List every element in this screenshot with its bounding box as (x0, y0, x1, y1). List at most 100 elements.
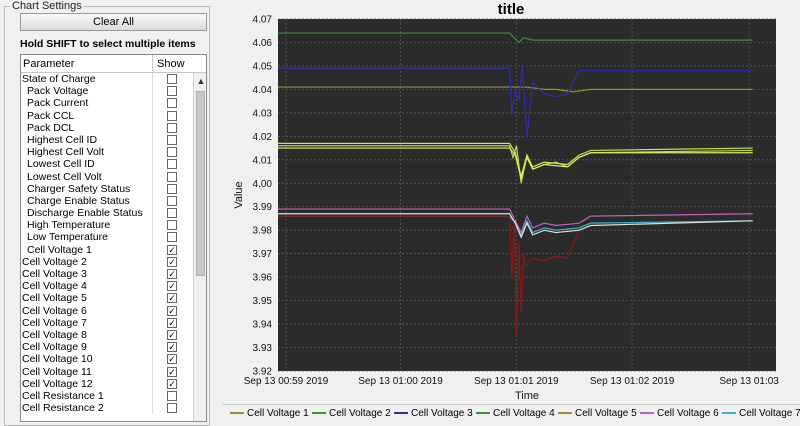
show-checkbox[interactable]: ✓ (167, 293, 177, 304)
show-checkbox[interactable] (167, 195, 177, 206)
show-checkbox[interactable] (167, 183, 177, 194)
parameter-row[interactable]: Lowest Cell ID (21, 158, 193, 171)
x-tick-label: Sep 13 01:03 (719, 376, 779, 387)
show-checkbox[interactable]: ✓ (167, 342, 177, 353)
parameter-label: Cell Voltage 4 (22, 280, 87, 293)
show-checkbox[interactable]: ✓ (167, 244, 177, 255)
parameter-row[interactable]: Cell Voltage 5 ✓ (21, 292, 193, 305)
show-checkbox[interactable] (167, 159, 177, 170)
parameter-label: Cell Voltage 5 (22, 292, 87, 305)
parameter-row[interactable]: Charge Enable Status (21, 194, 193, 208)
series-line (278, 32, 753, 44)
column-separator (152, 85, 153, 98)
show-checkbox[interactable]: ✓ (167, 269, 177, 279)
show-checkbox[interactable] (167, 98, 177, 109)
show-checkbox[interactable] (167, 232, 177, 243)
parameter-row[interactable]: Charger Safety Status (21, 182, 193, 195)
show-checkbox[interactable] (167, 403, 177, 414)
y-tick-label: 3.97 (253, 249, 273, 260)
parameter-label: Cell Voltage 6 (22, 304, 87, 317)
clear-all-button[interactable]: Clear All (20, 13, 207, 31)
show-checkbox[interactable] (167, 390, 177, 401)
parameter-row[interactable]: Cell Voltage 2 ✓ (21, 255, 193, 268)
parameter-label: Pack DCL (27, 121, 75, 134)
parameter-row[interactable]: Highest Cell Volt (21, 146, 193, 159)
show-checkbox[interactable] (167, 86, 177, 97)
show-checkbox[interactable] (167, 122, 177, 133)
column-separator (152, 194, 153, 208)
legend-swatch (640, 412, 654, 415)
parameter-row[interactable]: Cell Voltage 10 ✓ (21, 353, 193, 366)
parameter-row[interactable]: Low Temperature (21, 231, 193, 244)
show-checkbox[interactable] (167, 134, 177, 145)
show-checkbox[interactable]: ✓ (167, 305, 177, 316)
parameter-row[interactable]: Cell Resistance 2 (21, 402, 193, 415)
y-tick-label: 4.02 (253, 132, 273, 143)
show-checkbox[interactable] (167, 171, 177, 182)
legend-swatch (230, 412, 244, 415)
column-separator (152, 207, 153, 220)
x-axis-label: Time (515, 390, 539, 402)
series-line (278, 147, 753, 181)
column-separator (152, 255, 153, 268)
parameter-rows: State of Charge Pack Voltage Pack Current P… (21, 73, 193, 415)
parameter-label: Cell Voltage 10 (22, 353, 93, 366)
parameter-row[interactable]: Cell Voltage 6 ✓ (21, 304, 193, 317)
parameter-row[interactable]: Cell Voltage 3 ✓ (21, 268, 193, 281)
column-header-show[interactable]: Show (157, 58, 185, 70)
parameter-row[interactable]: Cell Voltage 1 ✓ (21, 243, 193, 256)
parameter-row[interactable]: Highest Cell ID (21, 133, 193, 147)
parameter-row[interactable]: Cell Voltage 8 ✓ (21, 328, 193, 342)
parameter-row[interactable]: Pack CCL (21, 109, 193, 122)
column-header-parameter[interactable]: Parameter (23, 58, 75, 70)
show-checkbox[interactable]: ✓ (167, 256, 177, 267)
scroll-up-arrow-icon[interactable]: ▲ (196, 76, 206, 86)
y-tick-label: 3.99 (253, 202, 273, 213)
show-checkbox[interactable] (167, 208, 177, 219)
parameter-row[interactable]: Cell Voltage 9 ✓ (21, 341, 193, 354)
show-checkbox[interactable]: ✓ (167, 281, 177, 292)
show-checkbox[interactable] (167, 147, 177, 158)
column-separator (152, 55, 153, 73)
show-checkbox[interactable] (167, 74, 177, 84)
show-checkbox[interactable]: ✓ (167, 366, 177, 377)
line-chart: 3.92 3.93 3.94 3.95 3.96 3.97 3.98 3.99 4.00 4.01… (233, 15, 779, 403)
show-checkbox[interactable] (167, 110, 177, 121)
y-tick-label: 4.00 (253, 179, 273, 190)
show-checkbox[interactable]: ✓ (167, 354, 177, 365)
parameter-row[interactable]: High Temperature (21, 219, 193, 232)
parameter-row[interactable]: Cell Voltage 7 ✓ (21, 316, 193, 329)
legend-label: Cell Voltage 5 (575, 408, 637, 419)
parameter-label: Pack CCL (27, 109, 75, 122)
parameter-row[interactable]: Cell Voltage 11 ✓ (21, 365, 193, 378)
parameter-row[interactable]: Discharge Enable Status (21, 207, 193, 220)
legend-label: Cell Voltage 7 (739, 408, 800, 419)
show-checkbox[interactable]: ✓ (167, 378, 177, 389)
column-separator (152, 109, 153, 122)
column-separator (152, 231, 153, 244)
parameter-row[interactable]: Lowest Cell Volt (21, 170, 193, 183)
legend-swatch (312, 412, 326, 415)
scrollbar-thumb[interactable] (196, 91, 205, 276)
show-checkbox[interactable]: ✓ (167, 317, 177, 328)
y-tick-label: 4.06 (253, 38, 273, 49)
parameter-label: Lowest Cell Volt (27, 170, 102, 183)
chart-title: title (497, 1, 525, 18)
y-tick-label: 4.03 (253, 108, 273, 119)
column-separator (152, 280, 153, 293)
parameter-row[interactable]: Pack Voltage (21, 85, 193, 98)
parameter-row[interactable]: Pack Current (21, 97, 193, 110)
parameter-label: Highest Cell Volt (27, 146, 105, 159)
y-axis-label: Value (233, 181, 245, 208)
parameter-row[interactable]: Cell Resistance 1 (21, 389, 193, 403)
show-checkbox[interactable]: ✓ (167, 329, 177, 340)
column-separator (152, 365, 153, 378)
parameter-label: Charger Safety Status (27, 182, 131, 195)
parameter-row[interactable]: Cell Voltage 12 ✓ (21, 377, 193, 390)
parameter-row[interactable]: Pack DCL (21, 121, 193, 134)
show-checkbox[interactable] (167, 220, 177, 231)
parameter-row[interactable]: State of Charge (21, 73, 193, 86)
column-separator (152, 133, 153, 147)
parameter-row[interactable]: Cell Voltage 4 ✓ (21, 280, 193, 293)
vertical-scrollbar[interactable]: ▲ (193, 73, 206, 421)
